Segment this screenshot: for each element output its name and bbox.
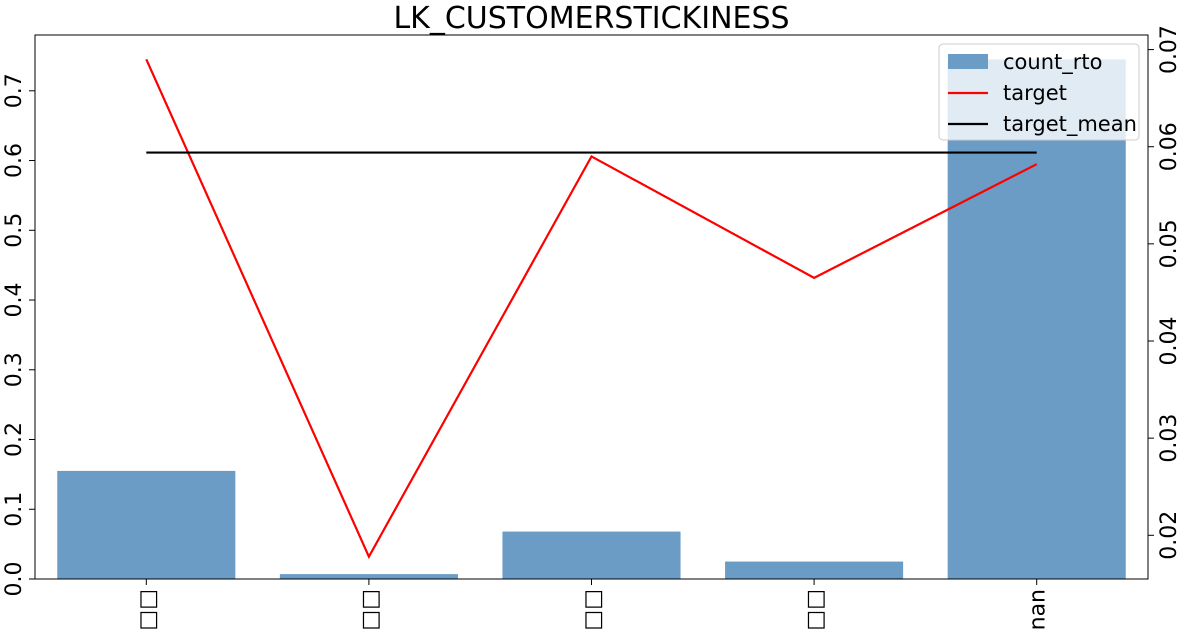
legend-box [938,43,1140,141]
y-right-tick-label-5: 0.07 [1157,25,1182,74]
bar-count_rto-4 [947,59,1126,579]
legend-label-target: target [1003,81,1067,105]
y-left-tick-label-7: 0.7 [2,73,27,108]
line-target [145,58,1038,560]
y-left-tick-label-2: 0.2 [2,422,27,457]
bars-layer [57,59,1126,579]
y-left-tick-label-1: 0.1 [2,492,27,527]
y-right-tick-label-0: 0.02 [1157,511,1182,560]
y-left-tick-label-0: 0.0 [2,562,27,597]
y-axis-left: 0.0 0.1 0.2 0.3 0.4 0.5 0.6 0.7 [2,73,35,597]
x-axis: □□ □□ □□ □□ nan [135,579,1051,631]
legend-label-target_mean: target_mean [1003,112,1137,137]
y-right-tick-label-3: 0.05 [1157,219,1182,268]
y-left-tick-label-4: 0.4 [2,283,27,318]
x-tick-label-3: □□ [803,589,828,631]
y-right-tick-label-2: 0.04 [1157,317,1182,366]
x-tick-label-0: □□ [135,589,160,631]
x-tick-label-1: □□ [358,589,383,631]
bar-count_rto-2 [502,531,681,579]
lines-layer [145,58,1038,560]
legend-swatch-count_rto [948,54,988,69]
legend-label-count_rto: count_rto [1003,50,1102,75]
y-left-tick-label-3: 0.3 [2,352,27,387]
y-axis-right: 0.02 0.03 0.04 0.05 0.06 0.07 [1148,25,1182,560]
y-right-tick-label-1: 0.03 [1157,414,1182,463]
y-right-tick-label-4: 0.06 [1157,122,1182,171]
bar-count_rto-1 [279,574,458,579]
y-left-tick-label-5: 0.5 [2,213,27,248]
chart-title: LK_CUSTOMERSTICKINESS [393,1,789,36]
y-left-tick-label-6: 0.6 [2,143,27,178]
bar-count_rto-0 [57,470,236,579]
bar-count_rto-3 [725,561,904,579]
x-tick-label-2: □□ [581,589,606,631]
x-tick-label-4: nan [1026,589,1051,630]
